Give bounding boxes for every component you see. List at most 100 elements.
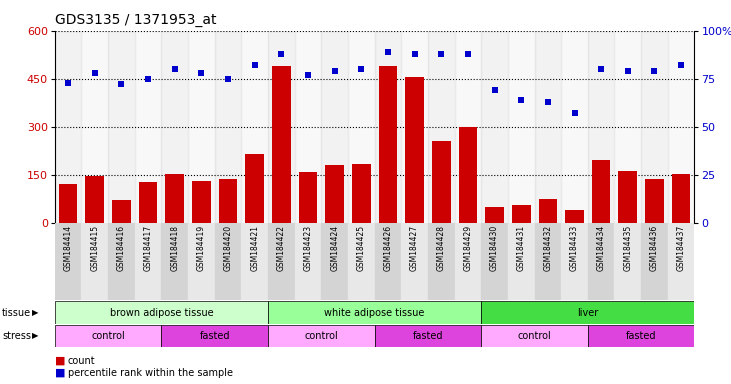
Bar <box>192 181 211 223</box>
Bar <box>112 200 131 223</box>
Bar <box>162 325 268 347</box>
Bar <box>135 31 162 223</box>
Bar <box>348 223 374 300</box>
Bar <box>55 223 81 300</box>
Text: GSM184432: GSM184432 <box>543 225 553 271</box>
Text: fasted: fasted <box>413 331 443 341</box>
Text: fasted: fasted <box>626 331 656 341</box>
Text: GSM184421: GSM184421 <box>250 225 260 271</box>
Bar <box>241 31 268 223</box>
Bar <box>668 31 694 223</box>
Bar <box>428 31 455 223</box>
Text: GSM184431: GSM184431 <box>517 225 526 271</box>
Bar <box>58 184 77 223</box>
Bar <box>588 31 615 223</box>
Bar <box>534 223 561 300</box>
Bar <box>295 223 322 300</box>
Bar <box>588 325 694 347</box>
Bar <box>428 223 455 300</box>
Text: GDS3135 / 1371953_at: GDS3135 / 1371953_at <box>55 13 216 27</box>
Bar <box>81 223 108 300</box>
Bar <box>561 223 588 300</box>
Bar <box>135 223 162 300</box>
Bar <box>615 31 641 223</box>
Text: GSM184414: GSM184414 <box>64 225 72 271</box>
Text: GSM184418: GSM184418 <box>170 225 179 271</box>
Text: GSM184415: GSM184415 <box>91 225 99 271</box>
Text: count: count <box>68 356 96 366</box>
Bar <box>55 301 268 324</box>
Bar <box>162 223 188 300</box>
Bar <box>108 223 135 300</box>
Bar <box>299 172 317 223</box>
Bar <box>188 223 215 300</box>
Bar <box>432 141 450 223</box>
Text: GSM184437: GSM184437 <box>677 225 686 271</box>
Bar <box>481 223 508 300</box>
Bar <box>55 31 81 223</box>
Bar <box>241 223 268 300</box>
Text: control: control <box>91 331 125 341</box>
Text: GSM184430: GSM184430 <box>490 225 499 271</box>
Bar <box>641 31 668 223</box>
Bar <box>352 164 371 223</box>
Bar <box>272 66 291 223</box>
Text: GSM184434: GSM184434 <box>596 225 606 271</box>
Bar <box>379 66 397 223</box>
Text: percentile rank within the sample: percentile rank within the sample <box>68 368 233 378</box>
Text: GSM184426: GSM184426 <box>384 225 393 271</box>
Bar <box>458 127 477 223</box>
Bar <box>672 174 691 223</box>
Text: ■: ■ <box>55 356 65 366</box>
Bar <box>325 165 344 223</box>
Bar <box>588 223 615 300</box>
Text: control: control <box>304 331 338 341</box>
Text: GSM184419: GSM184419 <box>197 225 206 271</box>
Bar <box>401 223 428 300</box>
Bar <box>485 207 504 223</box>
Bar <box>215 223 241 300</box>
Bar <box>86 176 104 223</box>
Bar <box>139 182 157 223</box>
Text: tissue: tissue <box>2 308 31 318</box>
Bar <box>508 223 534 300</box>
Text: GSM184422: GSM184422 <box>277 225 286 271</box>
Bar <box>162 31 188 223</box>
Text: GSM184429: GSM184429 <box>463 225 472 271</box>
Bar <box>481 31 508 223</box>
Bar <box>374 223 401 300</box>
Bar <box>565 210 584 223</box>
Bar <box>268 325 374 347</box>
Text: white adipose tissue: white adipose tissue <box>325 308 425 318</box>
Text: GSM184417: GSM184417 <box>143 225 153 271</box>
Bar <box>512 205 531 223</box>
Bar <box>322 223 348 300</box>
Bar <box>108 31 135 223</box>
Bar <box>534 31 561 223</box>
Text: control: control <box>518 331 551 341</box>
Bar <box>405 77 424 223</box>
Text: GSM184424: GSM184424 <box>330 225 339 271</box>
Bar <box>668 223 694 300</box>
Bar <box>295 31 322 223</box>
Text: ■: ■ <box>55 368 65 378</box>
Text: stress: stress <box>2 331 31 341</box>
Bar <box>508 31 534 223</box>
Text: GSM184436: GSM184436 <box>650 225 659 271</box>
Text: GSM184416: GSM184416 <box>117 225 126 271</box>
Bar <box>268 301 481 324</box>
Bar <box>246 154 264 223</box>
Bar <box>374 31 401 223</box>
Bar <box>401 31 428 223</box>
Text: GSM184435: GSM184435 <box>624 225 632 271</box>
Text: GSM184427: GSM184427 <box>410 225 419 271</box>
Bar <box>481 301 694 324</box>
Bar <box>165 174 184 223</box>
Text: GSM184425: GSM184425 <box>357 225 366 271</box>
Bar <box>322 31 348 223</box>
Bar <box>215 31 241 223</box>
Bar <box>645 179 664 223</box>
Bar <box>268 223 295 300</box>
Text: fasted: fasted <box>200 331 230 341</box>
Bar <box>348 31 374 223</box>
